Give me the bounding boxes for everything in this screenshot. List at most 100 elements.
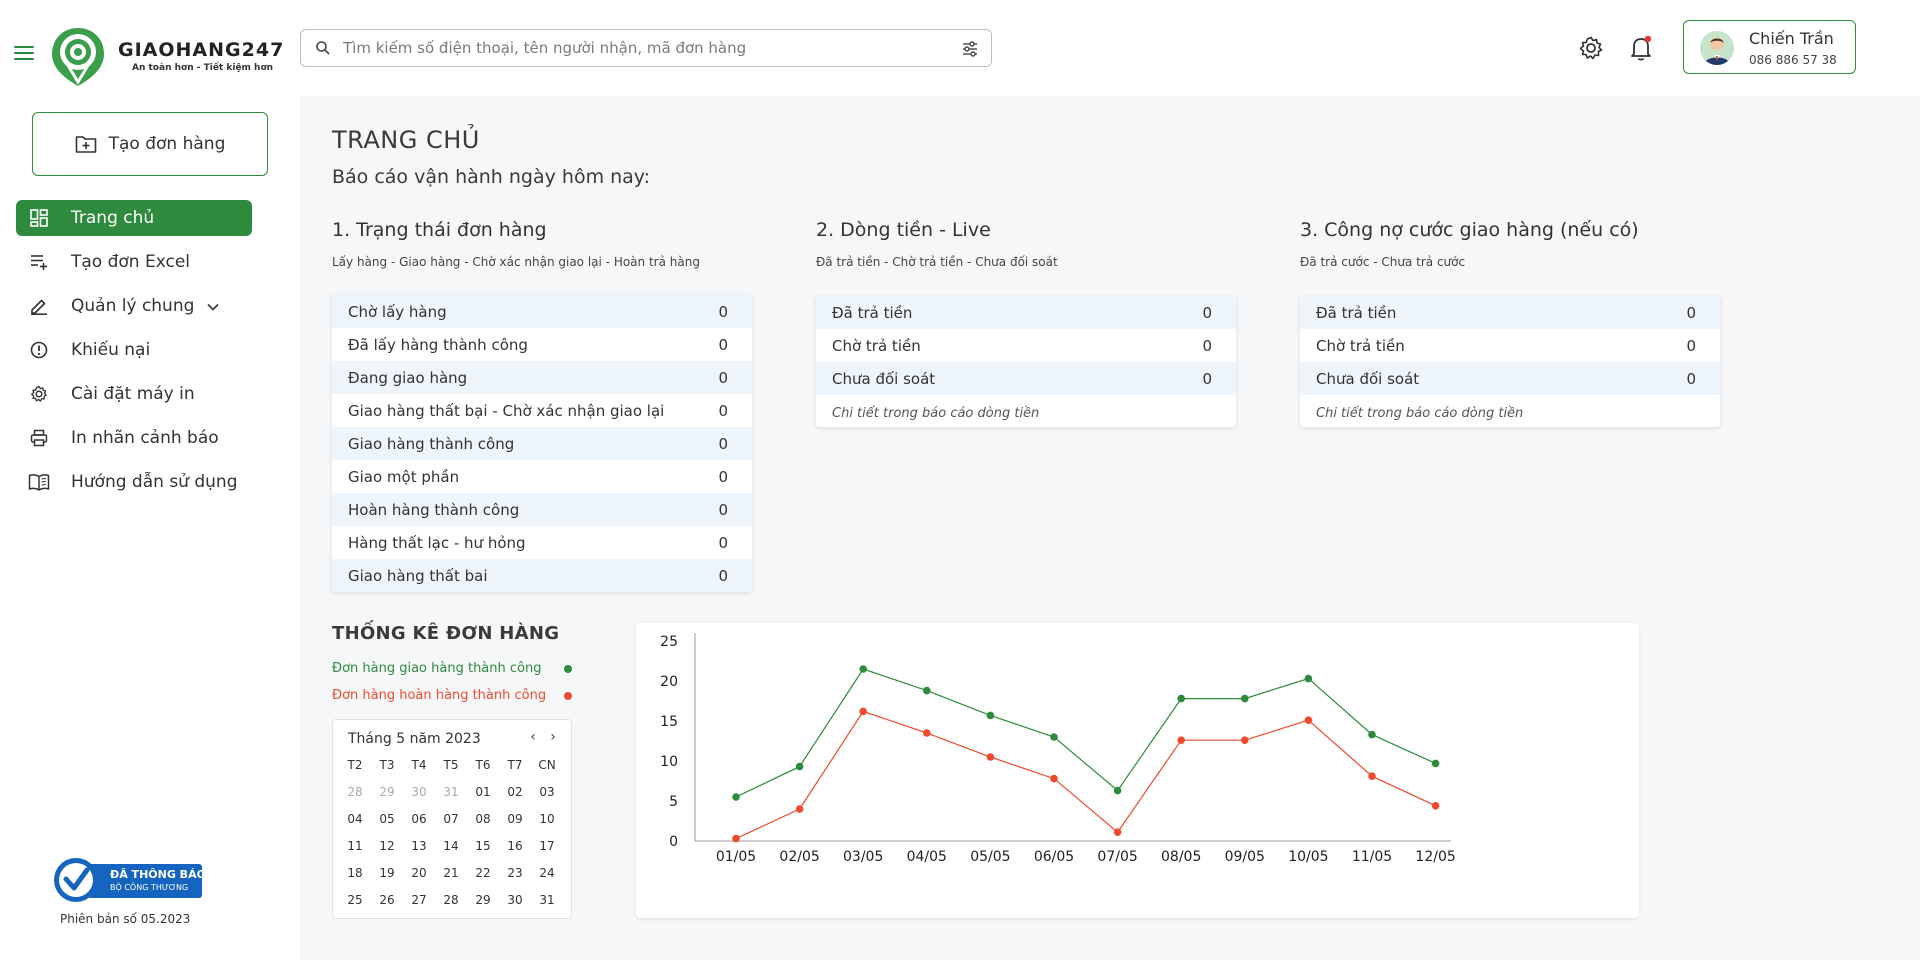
row-value: 0 <box>718 335 728 354</box>
calendar-day[interactable]: 29 <box>379 785 395 799</box>
calendar-day[interactable]: 31 <box>443 785 459 799</box>
calendar-day[interactable]: 03 <box>539 785 555 799</box>
table-row[interactable]: Giao hàng thành công 0 <box>332 427 752 460</box>
legend-returned[interactable]: Đơn hàng hoàn hàng thành công <box>332 688 546 703</box>
playlist-add-icon <box>31 255 47 270</box>
data-point <box>795 762 804 771</box>
user-phone: 086 886 57 38 <box>1749 53 1837 67</box>
calendar-day[interactable]: 31 <box>539 893 555 907</box>
sidebar-item-management[interactable]: Quản lý chung <box>16 288 252 324</box>
table-row[interactable]: Đã trả tiền 0 <box>816 296 1236 329</box>
user-profile-card[interactable]: Chiến Trần 086 886 57 38 <box>1683 20 1856 74</box>
y-tick-label: 0 <box>669 834 678 850</box>
calendar-day[interactable]: 25 <box>347 893 363 907</box>
calendar-day[interactable]: 27 <box>411 893 427 907</box>
sidebar-item-complaints[interactable]: Khiếu nại <box>16 332 252 368</box>
sidebar-item-printer-settings[interactable]: Cài đặt máy in <box>16 376 252 412</box>
calendar-day[interactable]: 08 <box>475 812 491 826</box>
calendar-day[interactable]: 16 <box>507 839 523 853</box>
calendar-day[interactable]: 17 <box>539 839 555 853</box>
row-label: Giao hàng thất bại - Chờ xác nhận giao l… <box>348 401 665 420</box>
y-tick-label: 25 <box>660 634 678 650</box>
calendar-day[interactable]: 02 <box>507 785 523 799</box>
calendar-day[interactable]: 13 <box>411 839 427 853</box>
shipping-debt-detail-link[interactable]: Chi tiết trong báo cáo dòng tiền <box>1316 406 1524 421</box>
calendar-day[interactable]: 21 <box>443 866 459 880</box>
search-input[interactable] <box>343 39 943 57</box>
data-point <box>1113 828 1122 836</box>
filter-settings-icon[interactable] <box>961 40 979 58</box>
ministry-notified-badge[interactable]: ĐÃ THÔNG BÁO BỘ CÔNG THƯƠNG <box>52 857 206 903</box>
calendar-day[interactable]: 23 <box>507 866 523 880</box>
dashboard-icon <box>30 209 48 227</box>
calendar-day[interactable]: 15 <box>475 839 491 853</box>
data-point <box>1177 736 1185 744</box>
table-row[interactable]: Đang giao hàng 0 <box>332 361 752 394</box>
calendar-day[interactable]: 20 <box>411 866 427 880</box>
calendar-day[interactable]: 30 <box>411 785 427 799</box>
calendar-day[interactable]: 14 <box>443 839 459 853</box>
chevron-right-icon[interactable]: › <box>550 729 556 745</box>
sidebar-item-excel-order[interactable]: Tạo đơn Excel <box>16 244 252 280</box>
row-value: 0 <box>1686 369 1696 388</box>
create-order-button[interactable]: Tạo đơn hàng <box>32 112 268 176</box>
brand-name: GIAOHANG247 <box>118 39 285 61</box>
calendar-day[interactable]: 09 <box>507 812 523 826</box>
calendar-grid: T2 T3 T4 T5 T6 T7 CN 28 29 30 31 01 02 03 04 05 06 07 08 09… <box>339 756 567 909</box>
table-row[interactable]: Chờ trả tiền 0 <box>816 329 1236 362</box>
table-row[interactable]: Đã lấy hàng thành công 0 <box>332 328 752 361</box>
sidebar-item-warning-labels[interactable]: In nhãn cảnh báo <box>16 420 252 456</box>
brand-logo[interactable]: GIAOHANG247 An toàn hơn - Tiết kiệm hơn <box>46 24 284 88</box>
legend-delivered[interactable]: Đơn hàng giao hàng thành công <box>332 661 541 676</box>
calendar-day[interactable]: 22 <box>475 866 491 880</box>
table-row[interactable]: Hàng thất lạc - hư hỏng 0 <box>332 526 752 559</box>
calendar-day[interactable]: 07 <box>443 812 459 826</box>
calendar-day[interactable]: 24 <box>539 866 555 880</box>
row-label: Đã trả tiền <box>1316 303 1397 322</box>
row-label: Chưa đối soát <box>1316 369 1420 388</box>
sidebar-item-user-guide[interactable]: Hướng dẫn sử dụng <box>16 464 252 500</box>
calendar-weekday-header: T5 <box>443 758 459 772</box>
calendar-day[interactable]: 30 <box>507 893 523 907</box>
menu-toggle-icon[interactable] <box>14 46 34 60</box>
calendar-day[interactable]: 28 <box>443 893 459 907</box>
table-row[interactable]: Giao một phần 0 <box>332 460 752 493</box>
data-point <box>1177 694 1185 703</box>
notification-bell-icon[interactable] <box>1628 34 1654 62</box>
table-row[interactable]: Chưa đối soát 0 <box>816 362 1236 395</box>
cashflow-detail-link[interactable]: Chi tiết trong báo cáo dòng tiền <box>832 406 1040 421</box>
calendar-day[interactable]: 26 <box>379 893 395 907</box>
table-row[interactable]: Đã trả tiền 0 <box>1300 296 1720 329</box>
table-row[interactable]: Chưa đối soát 0 <box>1300 362 1720 395</box>
calendar-day[interactable]: 06 <box>411 812 427 826</box>
chevron-down-icon[interactable] <box>206 300 220 314</box>
table-row[interactable]: Hoàn hàng thành công 0 <box>332 493 752 526</box>
calendar-day[interactable]: 01 <box>475 785 491 799</box>
calendar-day[interactable]: 11 <box>347 839 363 853</box>
y-tick-label: 5 <box>669 794 678 810</box>
settings-gear-icon[interactable] <box>1578 35 1604 61</box>
calendar-day[interactable]: 05 <box>379 812 395 826</box>
calendar-day[interactable]: 29 <box>475 893 491 907</box>
table-row[interactable]: Giao hàng thất bại - Chờ xác nhận giao l… <box>332 394 752 427</box>
calendar-day[interactable]: 10 <box>539 812 555 826</box>
calendar-day[interactable]: 19 <box>379 866 395 880</box>
table-row[interactable]: Giao hàng thất bai 0 <box>332 559 752 592</box>
row-label: Đang giao hàng <box>348 368 468 387</box>
x-tick-label: 08/05 <box>1161 849 1201 865</box>
calendar-weekday-header: T2 <box>347 758 363 772</box>
calendar-day[interactable]: 28 <box>347 785 363 799</box>
data-point <box>1304 674 1313 683</box>
table-row[interactable]: Chờ lấy hàng 0 <box>332 295 752 328</box>
sidebar-item-home[interactable]: Trang chủ <box>16 200 252 236</box>
calendar-day[interactable]: 04 <box>347 812 363 826</box>
row-value: 0 <box>718 368 728 387</box>
series-line-0 <box>735 668 1436 798</box>
calendar-day[interactable]: 18 <box>347 866 363 880</box>
table-row[interactable]: Chờ trả tiền 0 <box>1300 329 1720 362</box>
chevron-left-icon[interactable]: ‹ <box>530 729 536 745</box>
x-tick-label: 03/05 <box>843 849 883 865</box>
row-value: 0 <box>1202 336 1212 355</box>
x-tick-label: 07/05 <box>1097 849 1137 865</box>
calendar-day[interactable]: 12 <box>379 839 395 853</box>
